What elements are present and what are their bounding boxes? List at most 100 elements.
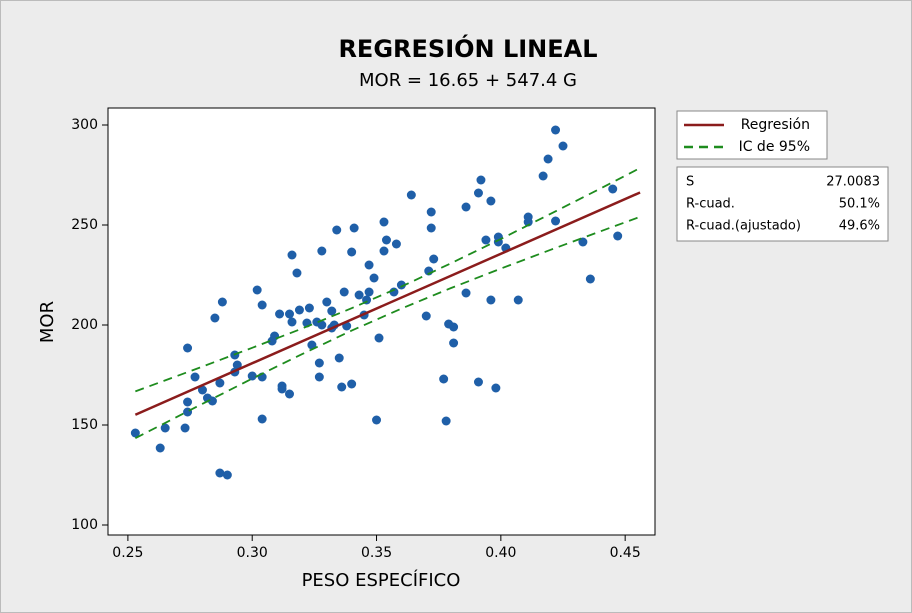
point xyxy=(317,320,327,330)
point xyxy=(252,285,262,295)
point xyxy=(481,235,491,245)
y-tick-label: 200 xyxy=(71,317,98,333)
point xyxy=(369,273,379,283)
point xyxy=(180,423,190,433)
point xyxy=(354,290,364,300)
x-tick-label: 0.35 xyxy=(361,545,392,561)
point xyxy=(421,311,431,321)
point xyxy=(210,313,220,323)
point xyxy=(543,154,553,164)
point xyxy=(449,322,459,332)
point xyxy=(608,184,618,194)
stat-value: 49.6% xyxy=(839,219,880,234)
point xyxy=(183,397,193,407)
stat-value: 27.0083 xyxy=(826,175,880,190)
point xyxy=(232,360,242,370)
point xyxy=(215,378,225,388)
point xyxy=(585,274,595,284)
point xyxy=(461,288,471,298)
x-tick-label: 0.25 xyxy=(112,545,143,561)
stat-value: 50.1% xyxy=(839,197,880,212)
point xyxy=(222,470,232,480)
x-tick-label: 0.40 xyxy=(485,545,516,561)
point xyxy=(275,309,285,319)
fit-line xyxy=(134,191,641,416)
point xyxy=(551,125,561,135)
point xyxy=(217,297,227,307)
legend-label: IC de 95% xyxy=(739,139,810,155)
point xyxy=(349,223,359,233)
point xyxy=(491,383,501,393)
x-tick-label: 0.30 xyxy=(237,545,268,561)
point xyxy=(461,202,471,212)
point xyxy=(372,415,382,425)
point xyxy=(257,414,267,424)
fit-line xyxy=(135,167,641,393)
point xyxy=(285,309,295,319)
point xyxy=(476,175,486,185)
point xyxy=(379,217,389,227)
point xyxy=(473,188,483,198)
y-axis-label: MOR xyxy=(37,301,58,343)
point xyxy=(347,379,357,389)
point xyxy=(207,396,217,406)
point xyxy=(513,295,523,305)
stat-label: R-cuad. xyxy=(686,197,735,212)
point xyxy=(558,141,568,151)
point xyxy=(364,287,374,297)
point xyxy=(270,331,280,341)
fit-line xyxy=(134,215,641,440)
stat-label: R-cuad.(ajustado) xyxy=(686,219,801,234)
point xyxy=(426,223,436,233)
point xyxy=(155,443,165,453)
point xyxy=(523,217,533,227)
point xyxy=(337,382,347,392)
point xyxy=(130,428,140,438)
point xyxy=(183,343,193,353)
point xyxy=(287,250,297,260)
x-axis-label: PESO ESPECÍFICO xyxy=(302,569,461,591)
point xyxy=(396,280,406,290)
point xyxy=(292,268,302,278)
stats-box xyxy=(676,166,889,242)
legend xyxy=(676,110,828,160)
point xyxy=(285,389,295,399)
point xyxy=(426,207,436,217)
point xyxy=(379,246,389,256)
point xyxy=(473,377,483,387)
point xyxy=(389,287,399,297)
point xyxy=(294,305,304,315)
point xyxy=(538,171,548,181)
point xyxy=(190,372,200,382)
y-tick-label: 300 xyxy=(71,117,98,133)
point xyxy=(327,306,337,316)
point xyxy=(332,225,342,235)
y-tick-label: 100 xyxy=(71,517,98,533)
point xyxy=(247,371,257,381)
chart-subtitle: MOR = 16.65 + 547.4 G xyxy=(359,70,577,91)
point xyxy=(304,303,314,313)
point xyxy=(613,231,623,241)
point xyxy=(449,338,459,348)
point xyxy=(317,246,327,256)
point xyxy=(578,237,588,247)
point xyxy=(215,468,225,478)
y-tick-label: 250 xyxy=(71,217,98,233)
point xyxy=(307,340,317,350)
point xyxy=(257,300,267,310)
point xyxy=(287,317,297,327)
point xyxy=(277,384,287,394)
point xyxy=(551,216,561,226)
point xyxy=(334,353,344,363)
point xyxy=(322,297,332,307)
point xyxy=(314,358,324,368)
point xyxy=(314,372,324,382)
point xyxy=(374,333,384,343)
point xyxy=(406,190,416,200)
point xyxy=(347,247,357,257)
point xyxy=(197,385,207,395)
point xyxy=(439,374,449,384)
point xyxy=(391,239,401,249)
point xyxy=(429,254,439,264)
